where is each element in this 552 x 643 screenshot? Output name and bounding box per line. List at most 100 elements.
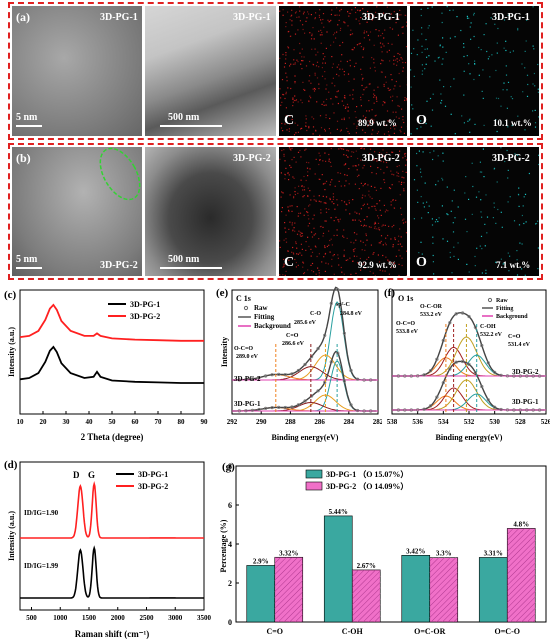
eds-dot (367, 184, 369, 186)
eds-dot (383, 83, 385, 86)
eds-dot (312, 126, 315, 128)
eds-dot (313, 234, 315, 236)
eds-dot (336, 199, 338, 201)
eds-dot (381, 32, 384, 35)
eds-dot (512, 50, 514, 52)
eds-dot (302, 189, 304, 191)
eds-dot (532, 110, 534, 112)
raw-point-f-pg2 (460, 311, 465, 315)
eds-dot (392, 151, 394, 153)
eds-dot (482, 148, 484, 150)
eds-dot (309, 60, 311, 63)
eds-dot (297, 253, 299, 255)
eds-dot (478, 74, 480, 76)
eds-dot (509, 51, 511, 53)
eds-dot (355, 62, 357, 64)
eds-dot (336, 14, 338, 16)
eds-dot (325, 47, 327, 49)
eds-dot (410, 69, 412, 71)
eds-dot (450, 86, 452, 88)
eds-dot (321, 261, 323, 263)
eds-dot (301, 254, 303, 256)
eds-dot (502, 89, 504, 91)
eds-map-carbon-b (279, 147, 407, 276)
eds-dot (331, 9, 333, 11)
eds-dot (310, 199, 312, 201)
eds-dot (381, 59, 383, 61)
eds-dot (300, 156, 302, 158)
eds-dot (406, 25, 407, 27)
eds-dot (302, 24, 304, 26)
eds-dot (305, 125, 307, 127)
eds-dot (332, 255, 334, 257)
eds-dot (297, 215, 299, 217)
eds-dot (374, 275, 376, 276)
eds-dot (297, 151, 300, 153)
eds-dot (301, 185, 303, 187)
eds-dot (431, 6, 433, 8)
eds-dot (401, 176, 403, 178)
eds-dot (302, 81, 304, 83)
eds-dot (318, 272, 320, 274)
eds-dot (403, 190, 405, 192)
eds-dot (282, 192, 284, 194)
eds-dot (395, 199, 397, 201)
eds-dot (342, 41, 344, 44)
x-tick-label-c: 10 (17, 418, 25, 426)
eds-dot (422, 202, 424, 204)
eds-dot (420, 171, 422, 173)
eds-dot (534, 122, 537, 124)
eds-dot (350, 29, 352, 31)
raw-point-f-pg1 (460, 359, 465, 364)
eds-dot (347, 156, 349, 158)
eds-dot (350, 241, 352, 243)
raw-point-f-pg1 (428, 404, 433, 408)
eds-dot (307, 214, 309, 216)
eds-dot (352, 165, 354, 167)
eds-dot (349, 65, 351, 67)
eds-dot (537, 63, 539, 66)
eds-dot (369, 83, 371, 85)
plot-frame-f (391, 289, 547, 415)
eds-dot (355, 132, 357, 134)
eds-dot (299, 52, 301, 54)
eds-dot (279, 10, 281, 12)
eds-dot (330, 181, 332, 183)
eds-dot (425, 63, 427, 65)
eds-dot (345, 180, 347, 182)
eds-dot (386, 151, 388, 154)
eds-dot (312, 218, 314, 220)
eds-dot (480, 199, 482, 201)
eds-dot (364, 249, 366, 251)
x-tick-label-f: 536 (412, 418, 423, 426)
eds-dot (328, 208, 330, 210)
legend-fitting-e: Fitting (254, 313, 275, 321)
y-tick-label-g: 6 (228, 501, 232, 510)
eds-dot (451, 272, 453, 274)
raw-point-e-pg1 (244, 409, 248, 413)
eds-dot (297, 264, 299, 266)
eds-dot (325, 208, 327, 210)
bar-hatch-g (429, 557, 458, 622)
eds-dot (376, 132, 378, 135)
eds-dot (383, 155, 385, 157)
eds-dot (478, 46, 480, 49)
eds-dot (441, 205, 443, 207)
raw-point-f-pg2 (396, 374, 401, 378)
legend-label-d-1: 3D-PG-1 (138, 470, 168, 479)
eds-dot (468, 271, 470, 273)
eds-dot (375, 96, 377, 98)
legend-swatch-g-2 (305, 481, 323, 491)
eds-dot (393, 88, 395, 90)
eds-dot (307, 211, 309, 214)
eds-dot (307, 171, 309, 173)
eds-dot (289, 115, 291, 117)
ratio-label-pg2: ID/IG=1.90 (24, 509, 59, 517)
eds-dot (296, 233, 299, 235)
eds-dot (362, 241, 364, 243)
eds-dot (405, 152, 407, 155)
eds-dot (487, 58, 489, 60)
eds-dot (319, 9, 321, 11)
eds-dot (365, 244, 367, 246)
eds-dot (399, 85, 401, 87)
